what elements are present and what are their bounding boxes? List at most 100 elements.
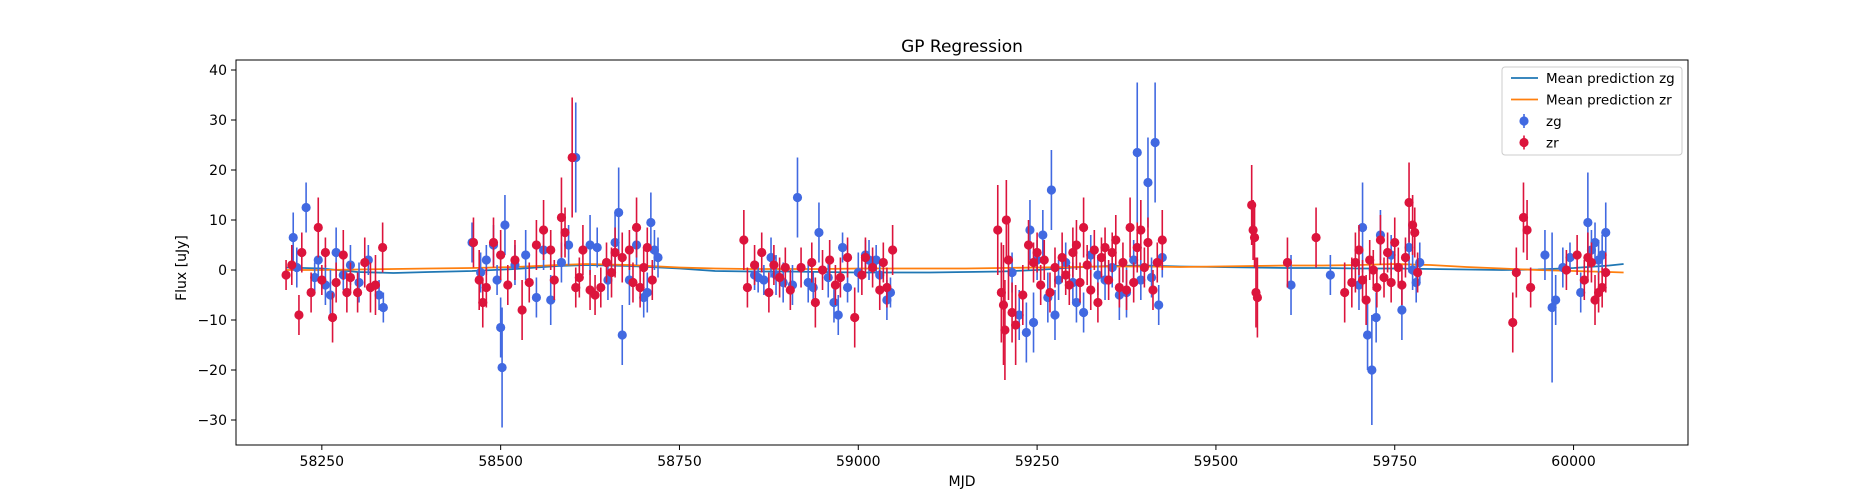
point-zg-53 xyxy=(814,227,824,238)
point-zr-139 xyxy=(1382,247,1393,258)
point-zr-47 xyxy=(631,222,642,233)
point-zr-84 xyxy=(1011,320,1021,330)
point-zr-144 xyxy=(1400,252,1411,263)
point-zr-115 xyxy=(1136,225,1146,235)
point-zr-0 xyxy=(281,270,291,280)
point-zg-2 xyxy=(301,202,311,213)
point-zr-10 xyxy=(338,250,348,260)
point-zg-99 xyxy=(1362,330,1373,340)
data-layer xyxy=(281,82,1624,428)
point-zr-131 xyxy=(1354,245,1364,255)
point-zr-67 xyxy=(835,272,846,283)
point-zg-13 xyxy=(378,302,388,313)
point-zr-26 xyxy=(517,305,527,315)
point-zr-37 xyxy=(578,245,588,255)
point-zg-0 xyxy=(288,232,298,243)
point-zg-88 xyxy=(1132,147,1142,158)
point-zr-81 xyxy=(1001,215,1011,225)
point-zg-90 xyxy=(1143,177,1153,188)
x-tick-label-59000: 59000 xyxy=(836,454,881,470)
y-tick-label--10: −10 xyxy=(197,313,227,329)
point-zg-7 xyxy=(331,247,341,258)
point-zr-162 xyxy=(1601,267,1611,278)
point-zr-72 xyxy=(867,262,878,273)
point-zr-97 xyxy=(1071,240,1082,250)
point-zr-30 xyxy=(546,245,556,255)
point-zr-128 xyxy=(1340,287,1350,298)
point-zr-64 xyxy=(817,265,828,275)
point-zr-86 xyxy=(1023,240,1034,250)
point-zg-105 xyxy=(1404,242,1414,253)
point-zr-52 xyxy=(739,235,749,245)
point-zr-140 xyxy=(1386,277,1396,288)
point-zr-109 xyxy=(1114,282,1124,293)
point-zr-82 xyxy=(1003,255,1014,265)
point-zg-21 xyxy=(500,220,510,230)
point-zg-69 xyxy=(1025,225,1035,235)
point-zr-31 xyxy=(549,275,559,285)
point-zg-67 xyxy=(1014,310,1024,320)
point-zr-135 xyxy=(1368,265,1378,275)
point-zr-74 xyxy=(878,257,888,268)
point-zr-117 xyxy=(1143,237,1153,248)
point-zr-102 xyxy=(1089,245,1099,255)
point-zr-98 xyxy=(1075,277,1085,288)
point-zr-116 xyxy=(1139,262,1149,273)
point-zr-105 xyxy=(1100,242,1110,253)
point-zr-154 xyxy=(1561,265,1572,275)
point-zg-20 xyxy=(497,362,507,373)
point-zr-161 xyxy=(1597,282,1607,293)
point-zr-125 xyxy=(1252,292,1263,303)
point-zr-54 xyxy=(749,260,760,270)
point-zg-54 xyxy=(823,272,833,283)
point-zr-88 xyxy=(1032,247,1042,258)
series-zr xyxy=(281,97,1611,380)
point-zr-29 xyxy=(538,225,549,235)
point-zr-149 xyxy=(1508,317,1518,328)
point-zg-58 xyxy=(842,282,853,293)
legend-label-1: Mean prediction zg xyxy=(1546,71,1675,87)
legend-box xyxy=(1501,66,1683,156)
y-tick-label-20: 20 xyxy=(209,163,227,179)
point-zr-16 xyxy=(370,280,381,290)
point-zr-76 xyxy=(888,245,898,255)
point-zr-11 xyxy=(342,287,352,298)
point-zr-50 xyxy=(642,242,652,253)
point-zr-94 xyxy=(1061,270,1071,280)
point-zr-55 xyxy=(757,247,767,258)
point-zr-8 xyxy=(327,312,338,323)
point-zr-80 xyxy=(1000,325,1010,335)
point-zr-43 xyxy=(610,247,620,258)
point-zg-101 xyxy=(1371,312,1381,323)
point-zg-24 xyxy=(531,292,542,303)
point-zg-91 xyxy=(1146,272,1157,283)
point-zr-148 xyxy=(1413,267,1423,278)
y-tick-label--20: −20 xyxy=(197,363,227,379)
point-zr-62 xyxy=(807,257,817,268)
point-zr-61 xyxy=(796,262,806,273)
point-zr-145 xyxy=(1404,197,1414,208)
plot-frame xyxy=(235,59,1689,446)
point-zr-138 xyxy=(1379,272,1389,283)
point-zr-123 xyxy=(1249,232,1260,243)
point-zr-92 xyxy=(1050,262,1060,273)
point-zg-114 xyxy=(1576,287,1586,298)
point-zr-106 xyxy=(1104,275,1114,285)
point-zr-152 xyxy=(1522,225,1532,235)
point-zg-115 xyxy=(1583,217,1593,228)
point-zg-6 xyxy=(325,290,336,300)
point-zg-55 xyxy=(829,297,839,308)
x-tick-label-58250: 58250 xyxy=(300,454,345,470)
point-zr-134 xyxy=(1365,255,1375,265)
point-zg-62 xyxy=(871,255,881,265)
point-zg-68 xyxy=(1021,327,1031,338)
point-zr-58 xyxy=(775,272,785,283)
point-zr-99 xyxy=(1078,222,1089,233)
point-zg-109 xyxy=(1540,250,1550,260)
point-zr-122 xyxy=(1248,225,1258,235)
point-zr-68 xyxy=(842,252,853,263)
y-axis-label: Flux [uJy] xyxy=(174,235,190,301)
x-tick-label-58750: 58750 xyxy=(657,454,702,470)
point-zr-141 xyxy=(1390,237,1400,248)
